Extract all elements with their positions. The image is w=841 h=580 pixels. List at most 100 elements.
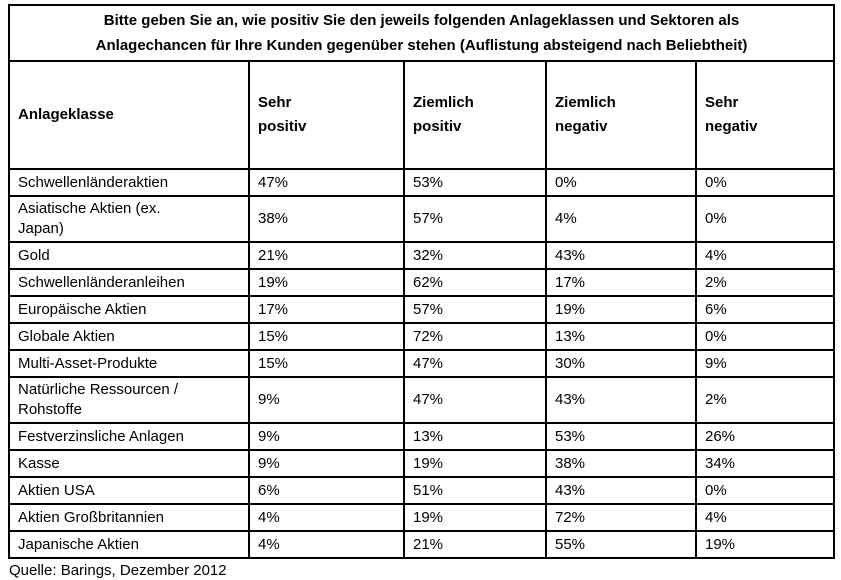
value-cell: 9% [248, 449, 405, 478]
value-cell: 4% [545, 195, 697, 243]
asset-class-label: Festverzinsliche Anlagen [18, 427, 184, 445]
value-cell: 47% [403, 349, 547, 378]
asset-class-cell: Japanische Aktien [8, 530, 250, 559]
asset-class-label: Gold [18, 246, 50, 264]
value-cell: 15% [248, 322, 405, 351]
asset-class-label: Aktien USA [18, 481, 95, 499]
value-cell: 17% [545, 268, 697, 297]
value-cell: 2% [694, 268, 836, 297]
value-cell: 9% [248, 422, 405, 451]
asset-class-cell: Europäische Aktien [8, 295, 250, 324]
value-cell: 0% [545, 168, 697, 197]
value-cell: 57% [403, 295, 547, 324]
table-row: Schwellenländeraktien 47% 53% 0% 0% [8, 168, 836, 197]
table-row: Festverzinsliche Anlagen 9% 13% 53% 26% [8, 422, 836, 451]
value-cell: 19% [694, 530, 836, 559]
table-row: Natürliche Ressourcen / Rohstoffe 9% 47% 43%… [8, 376, 836, 424]
value-cell: 19% [248, 268, 405, 297]
value-cell: 0% [694, 195, 836, 243]
value-cell: 38% [248, 195, 405, 243]
header-line: negativ [555, 118, 608, 135]
title-line-1: Bitte geben Sie an, wie positiv Sie den … [103, 12, 740, 29]
value-cell: 51% [403, 476, 547, 505]
value-cell: 6% [248, 476, 405, 505]
header-line: negativ [705, 118, 758, 135]
value-cell: 57% [403, 195, 547, 243]
value-cell: 4% [248, 530, 405, 559]
asset-class-cell: Aktien USA [8, 476, 250, 505]
value-cell: 0% [694, 168, 836, 197]
value-cell: 19% [403, 449, 547, 478]
value-cell: 21% [403, 530, 547, 559]
asset-class-label: Multi-Asset-Produkte [18, 354, 158, 372]
asset-class-label: Natürliche Ressourcen / [18, 381, 179, 398]
anlageklassen-table: Bitte geben Sie an, wie positiv Sie den … [7, 4, 836, 559]
table-row: Europäische Aktien 17% 57% 19% 6% [8, 295, 836, 324]
table-row: Japanische Aktien 4% 21% 55% 19% [8, 530, 836, 559]
header-line: positiv [413, 118, 462, 135]
asset-class-cell: Aktien Großbritannien [8, 503, 250, 532]
asset-class-label: Japanische Aktien [18, 535, 139, 553]
asset-class-label: Kasse [18, 454, 60, 472]
value-cell: 19% [403, 503, 547, 532]
header-line: Sehr [258, 94, 292, 111]
asset-class-label: Rohstoffe [18, 401, 82, 418]
value-cell: 32% [403, 241, 547, 270]
header-sehr-positiv: Sehr positiv [248, 60, 405, 170]
asset-class-cell: Gold [8, 241, 250, 270]
title-row: Bitte geben Sie an, wie positiv Sie den … [7, 4, 836, 62]
value-cell: 0% [694, 322, 836, 351]
table-row: Aktien USA 6% 51% 43% 0% [8, 476, 836, 505]
value-cell: 4% [248, 503, 405, 532]
value-cell: 13% [545, 322, 697, 351]
table-header-row: Anlageklasse Sehr positiv Ziemlich posit… [8, 60, 836, 170]
header-ziemlich-negativ: Ziemlich negativ [545, 60, 697, 170]
header-line: positiv [258, 118, 307, 135]
value-cell: 9% [248, 376, 405, 424]
value-cell: 34% [694, 449, 836, 478]
value-cell: 72% [545, 503, 697, 532]
value-cell: 0% [694, 476, 836, 505]
value-cell: 9% [694, 349, 836, 378]
value-cell: 4% [694, 241, 836, 270]
table-row: Multi-Asset-Produkte 15% 47% 30% 9% [8, 349, 836, 378]
value-cell: 55% [545, 530, 697, 559]
value-cell: 43% [545, 376, 697, 424]
table-row: Kasse 9% 19% 38% 34% [8, 449, 836, 478]
asset-class-label: Schwellenländeraktien [18, 173, 169, 191]
value-cell: 43% [545, 476, 697, 505]
header-line: Ziemlich [413, 94, 474, 111]
asset-class-label: Schwellenländeranleihen [18, 273, 185, 291]
asset-class-cell: Kasse [8, 449, 250, 478]
header-ziemlich-positiv: Ziemlich positiv [403, 60, 547, 170]
value-cell: 53% [545, 422, 697, 451]
asset-class-label: Globale Aktien [18, 327, 115, 345]
table-row: Asiatische Aktien (ex. Japan) 38% 57% 4% 0% [8, 195, 836, 243]
asset-class-label: Asiatische Aktien (ex. [18, 200, 161, 217]
value-cell: 17% [248, 295, 405, 324]
value-cell: 38% [545, 449, 697, 478]
value-cell: 2% [694, 376, 836, 424]
value-cell: 47% [248, 168, 405, 197]
value-cell: 62% [403, 268, 547, 297]
table-row: Globale Aktien 15% 72% 13% 0% [8, 322, 836, 351]
asset-class-label: Japan) [18, 220, 64, 237]
survey-question-title: Bitte geben Sie an, wie positiv Sie den … [7, 4, 836, 62]
header-sehr-negativ: Sehr negativ [694, 60, 836, 170]
asset-class-cell: Festverzinsliche Anlagen [8, 422, 250, 451]
value-cell: 26% [694, 422, 836, 451]
asset-class-cell: Asiatische Aktien (ex. Japan) [8, 195, 250, 243]
title-line-2: Anlagechancen für Ihre Kunden gegenüber … [95, 37, 748, 54]
value-cell: 6% [694, 295, 836, 324]
asset-class-cell: Globale Aktien [8, 322, 250, 351]
asset-class-label: Europäische Aktien [18, 300, 147, 318]
value-cell: 47% [403, 376, 547, 424]
table-row: Schwellenländeranleihen 19% 62% 17% 2% [8, 268, 836, 297]
header-line: Sehr [705, 94, 739, 111]
value-cell: 43% [545, 241, 697, 270]
value-cell: 19% [545, 295, 697, 324]
source-note: Quelle: Barings, Dezember 2012 [9, 562, 227, 579]
value-cell: 4% [694, 503, 836, 532]
header-anlageklasse: Anlageklasse [8, 60, 250, 170]
